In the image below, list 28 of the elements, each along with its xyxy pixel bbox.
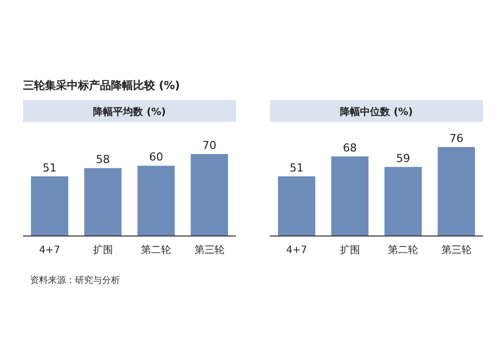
data-label: 58: [96, 153, 110, 166]
data-label: 59: [396, 152, 410, 165]
x-tick-label: 扩围: [92, 244, 113, 256]
bar: [84, 168, 122, 236]
bar: [384, 166, 422, 236]
chart-title: 三轮集采中标产品降幅比较 (%): [23, 79, 180, 92]
x-tick-label: 第三轮: [194, 244, 224, 256]
data-label: 70: [202, 139, 216, 152]
bar: [278, 176, 316, 236]
data-label: 60: [149, 150, 164, 164]
bar: [137, 166, 175, 236]
bar: [30, 176, 68, 236]
chart-subtitle: 降幅平均数 (%): [93, 106, 166, 118]
x-tick-label: 第二轮: [141, 244, 172, 256]
data-label: 68: [342, 141, 357, 154]
x-tick-label: 4+7: [39, 245, 60, 256]
x-tick-label: 第二轮: [388, 244, 418, 256]
x-tick-label: 4+7: [286, 245, 308, 256]
x-tick-label: 扩围: [340, 244, 360, 256]
data-label: 51: [42, 161, 57, 174]
bar: [331, 156, 369, 236]
bar: [438, 147, 476, 236]
chart-subtitle: 降幅中位数 (%): [340, 106, 413, 118]
text: 资料来源：研究与分析: [30, 275, 120, 286]
bar: [190, 154, 228, 236]
x-tick-label: 第三轮: [441, 244, 472, 256]
data-label: 76: [449, 132, 464, 145]
data-label: 51: [290, 161, 304, 174]
